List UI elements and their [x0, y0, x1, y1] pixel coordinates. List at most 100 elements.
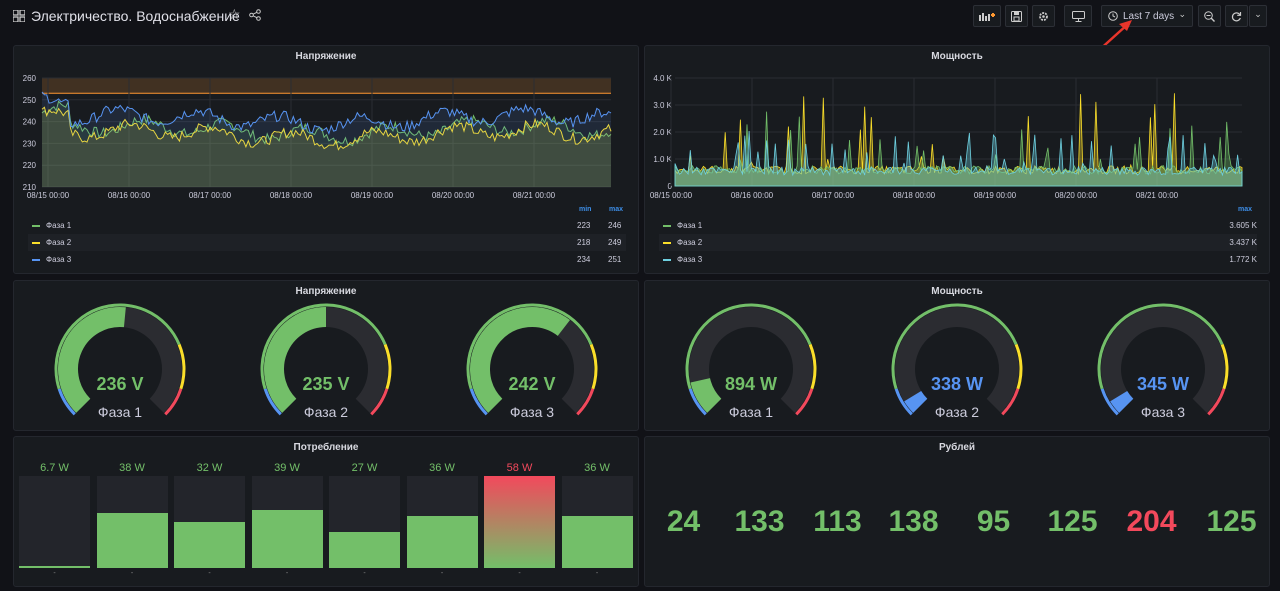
legend-item[interactable]: Фаза 2 218 249 [28, 234, 626, 251]
bar-fill [561, 516, 633, 568]
x-tick-label: 08/15 00:00 [27, 191, 70, 200]
bar-fill [484, 476, 555, 568]
refresh-button[interactable] [1225, 5, 1248, 27]
gauge-value: 894 W [724, 374, 778, 394]
dashboard-title[interactable]: Электричество. Водоснабжение [31, 8, 240, 24]
dashboard-navbar: Электричество. Водоснабжение ☆ Last 7 da… [0, 0, 1280, 53]
star-icon[interactable]: ☆ [228, 6, 241, 22]
bar-value: 36 W [584, 462, 610, 474]
threshold-band [685, 303, 812, 390]
series-max: 249 [608, 238, 622, 247]
bar-value: 36 W [429, 462, 455, 474]
series-name: Фаза 1 [677, 221, 703, 230]
panel-title[interactable]: Мощность [931, 286, 983, 297]
series-color-swatch [32, 224, 40, 227]
legend-item[interactable]: Фаза 1 223 246 [28, 217, 626, 234]
series-max: 1.772 K [1229, 255, 1257, 264]
y-tick-label: 240 [23, 118, 37, 127]
legend-item[interactable]: Фаза 1 3.605 K [659, 217, 1257, 234]
x-tick-label: 08/17 00:00 [189, 191, 232, 200]
gauge-label: Фаза 1 [728, 404, 774, 420]
stat-value: 113 [813, 505, 862, 538]
bar-gauge [19, 476, 90, 568]
refresh-interval-dropdown[interactable]: ⌄ [1249, 5, 1267, 27]
stat-value: 125 [1206, 505, 1257, 538]
bar-fill [251, 510, 323, 568]
rubles-panel: Рублей [644, 436, 1270, 587]
legend-min-header[interactable]: min [579, 206, 592, 213]
gauge-track [895, 307, 1019, 413]
gauge-track [689, 307, 813, 413]
x-tick-label: 08/18 00:00 [270, 191, 313, 200]
threshold-band [688, 388, 707, 416]
refresh-icon [1231, 11, 1242, 21]
legend-max-header[interactable]: max [609, 206, 624, 213]
gauge-label: Фаза 2 [303, 404, 349, 420]
series-name: Фаза 2 [677, 238, 703, 247]
series-area [674, 130, 1243, 187]
share-icon[interactable] [249, 9, 261, 21]
gauge-label: Фаза 1 [97, 404, 143, 420]
bar-fill [19, 566, 90, 568]
gauge: 894 W Фаза 1 [681, 281, 821, 432]
time-range-label: Last 7 days [1123, 10, 1175, 22]
threshold-band [260, 303, 387, 390]
gauge-arc [260, 303, 392, 416]
series-max: 251 [608, 255, 622, 264]
power-graph-panel: Мощность 4.0 K 3.0 K 2.0 K 1.0 K 0 08/15 00:0… [644, 45, 1270, 274]
stat-value: 138 [888, 505, 939, 538]
bar-fill [329, 532, 400, 568]
legend-item[interactable]: Фаза 2 3.437 K [659, 234, 1257, 251]
panel-title[interactable]: Напряжение [295, 51, 357, 62]
dashboard-grid-icon[interactable] [13, 10, 25, 22]
panel-title[interactable]: Потребление [293, 442, 359, 453]
save-dashboard-button[interactable] [1005, 5, 1028, 27]
panel-title[interactable]: Рублей [938, 442, 976, 453]
bar-label: - [440, 570, 444, 577]
gauge-arc [466, 303, 598, 416]
time-range-picker[interactable]: Last 7 days ⌄ [1101, 5, 1193, 27]
add-panel-icon [979, 13, 995, 21]
legend-item[interactable]: Фаза 3 234 251 [28, 251, 626, 268]
bar-value: 27 W [351, 462, 378, 474]
y-tick-label: 260 [23, 74, 37, 83]
series-name: Фаза 3 [46, 255, 72, 264]
add-panel-button[interactable] [973, 5, 1001, 27]
bar-value: 32 W [196, 462, 223, 474]
panel-title[interactable]: Напряжение [295, 286, 357, 297]
threshold-band [54, 303, 181, 390]
gauge-label: Фаза 2 [934, 404, 980, 420]
zoom-out-button[interactable] [1198, 5, 1221, 27]
bar-fill [96, 512, 168, 568]
series-min: 218 [577, 238, 591, 247]
y-tick-label: 3.0 K [653, 101, 672, 110]
series-max: 3.437 K [1229, 238, 1257, 247]
gauge-value: 345 W [1136, 374, 1190, 394]
threshold-band [795, 388, 814, 416]
settings-button[interactable] [1032, 5, 1055, 27]
threshold-zone [42, 78, 611, 94]
gauge: 345 W Фаза 3 [1093, 281, 1233, 432]
bar-gauge [406, 476, 478, 568]
series-color-swatch [663, 241, 671, 244]
gauge-track [1101, 307, 1225, 413]
panel-title[interactable]: Мощность [931, 51, 983, 62]
threshold-band [466, 303, 593, 390]
y-tick-label: 0 [668, 182, 673, 191]
bar-label: - [130, 570, 134, 577]
bar-gauge [484, 476, 555, 568]
gauge-arc [685, 303, 817, 416]
threshold-band [263, 388, 282, 416]
gauge-label: Фаза 3 [1140, 404, 1186, 420]
tv-mode-button[interactable] [1064, 5, 1092, 27]
bar-value: 38 W [119, 462, 145, 474]
gauge-fill [1110, 390, 1134, 413]
legend-max-header[interactable]: max [1238, 206, 1253, 213]
threshold-band [894, 388, 913, 416]
series-color-swatch [663, 258, 671, 261]
legend-item[interactable]: Фаза 3 1.772 K [659, 251, 1257, 268]
gauge-arc [891, 303, 1023, 416]
chevron-down-icon: ⌄ [1254, 9, 1262, 19]
gauge-value: 236 V [96, 374, 144, 394]
x-tick-label: 08/21 00:00 [1136, 191, 1179, 200]
